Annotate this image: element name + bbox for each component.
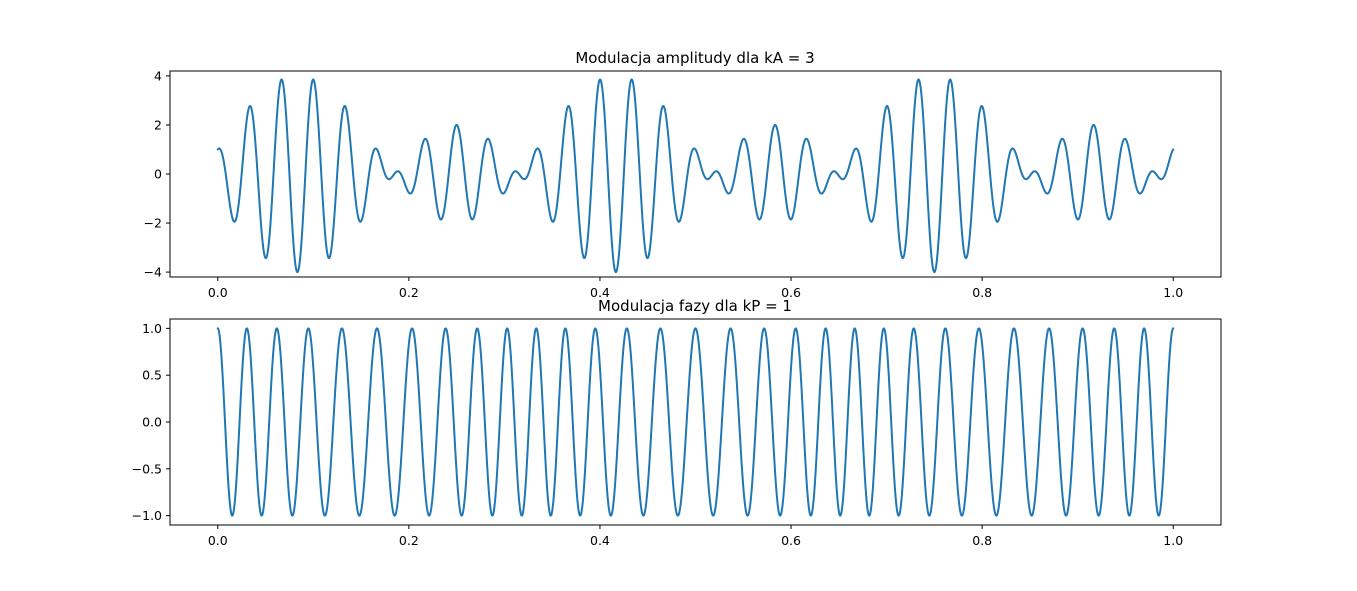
x-tick-label: 1.0 bbox=[1163, 533, 1183, 548]
series-group bbox=[216, 327, 1175, 517]
x-tick-label: 0.0 bbox=[208, 533, 228, 548]
x-tick-label: 0.2 bbox=[399, 285, 419, 300]
y-tick-label: 0 bbox=[154, 167, 162, 182]
plot-area bbox=[169, 70, 1222, 278]
x-axis: 0.0 0.2 0.4 0.6 0.8 1.0 bbox=[208, 277, 1183, 300]
phase-modulation-axes: Modulacja fazy dla kP = 1 0.0 0.2 0.4 0.6 0.… bbox=[132, 297, 1222, 548]
y-tick-label: 0.0 bbox=[142, 415, 162, 430]
x-tick-label: 1.0 bbox=[1163, 285, 1183, 300]
x-tick-label: 0.4 bbox=[590, 533, 610, 548]
series-line bbox=[216, 327, 1175, 517]
series-line bbox=[216, 78, 1175, 274]
y-tick-label: −0.5 bbox=[132, 461, 162, 476]
x-tick-label: 0.8 bbox=[972, 533, 992, 548]
x-tick-label: 0.6 bbox=[781, 533, 801, 548]
y-tick-label: 2 bbox=[154, 117, 162, 132]
y-tick-label: −2 bbox=[144, 216, 162, 231]
chart-title: Modulacja amplitudy dla kA = 3 bbox=[575, 49, 814, 67]
y-axis: −1.0 −0.5 0.0 0.5 1.0 bbox=[132, 321, 170, 523]
y-tick-label: 1.0 bbox=[142, 321, 162, 336]
y-axis: −4 −2 0 2 4 bbox=[144, 68, 170, 280]
y-tick-label: 0.5 bbox=[142, 368, 162, 383]
y-tick-label: 4 bbox=[154, 68, 162, 83]
x-tick-label: 0.0 bbox=[208, 285, 228, 300]
x-axis: 0.0 0.2 0.4 0.6 0.8 1.0 bbox=[208, 525, 1183, 548]
chart-title: Modulacja fazy dla kP = 1 bbox=[598, 297, 792, 315]
x-tick-label: 0.2 bbox=[399, 533, 419, 548]
y-tick-label: −1.0 bbox=[132, 508, 162, 523]
series-group bbox=[216, 78, 1175, 274]
x-tick-label: 0.6 bbox=[781, 285, 801, 300]
y-tick-label: −4 bbox=[144, 265, 162, 280]
x-tick-label: 0.4 bbox=[590, 285, 610, 300]
amplitude-modulation-axes: Modulacja amplitudy dla kA = 3 0.0 0.2 0.4… bbox=[144, 49, 1222, 300]
x-tick-label: 0.8 bbox=[972, 285, 992, 300]
